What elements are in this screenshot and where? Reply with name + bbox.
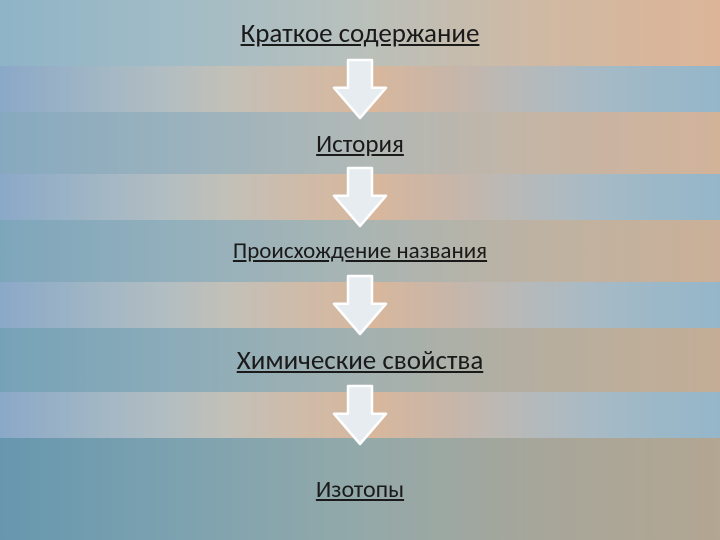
flow-band-label: Происхождение названия <box>233 237 487 265</box>
flow-band-label: История <box>316 128 404 159</box>
flow-band-label: Химические свойства <box>237 344 484 377</box>
flow-arrow-2 <box>330 274 390 336</box>
flow-band-label: Краткое содержание <box>241 17 480 50</box>
flow-arrow-3 <box>330 384 390 446</box>
flow-band-1[interactable]: История <box>0 112 720 174</box>
flow-band-2[interactable]: Происхождение названия <box>0 220 720 282</box>
flow-band-3[interactable]: Химические свойства <box>0 328 720 392</box>
flow-band-0[interactable]: Краткое содержание <box>0 0 720 66</box>
flow-arrow-0 <box>330 58 390 120</box>
flow-band-label: Изотопы <box>316 475 404 504</box>
flow-band-4[interactable]: Изотопы <box>0 438 720 540</box>
flow-arrow-1 <box>330 166 390 228</box>
